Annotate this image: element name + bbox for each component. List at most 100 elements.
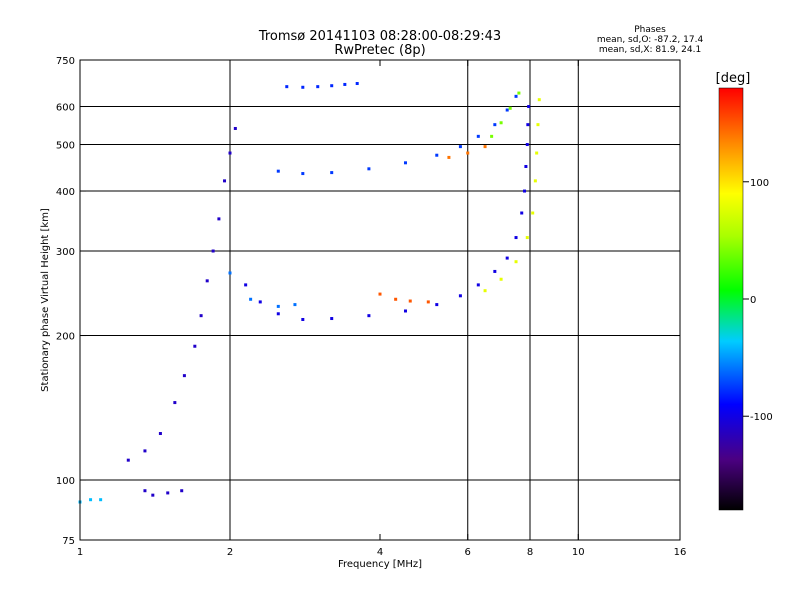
data-point: [523, 189, 527, 193]
data-point: [525, 236, 529, 240]
data-point: [99, 498, 103, 502]
chart-subtitle: RwPretec (8p): [334, 43, 425, 58]
colorbar-tick-label: 100: [750, 178, 769, 189]
data-point: [505, 256, 509, 260]
data-point: [483, 145, 487, 149]
data-point: [394, 297, 398, 301]
x-tick-label: 4: [377, 547, 383, 558]
data-point: [316, 85, 320, 89]
data-point: [249, 297, 253, 301]
data-point: [505, 108, 509, 112]
data-point: [514, 236, 518, 240]
x-axis-label: Frequency [MHz]: [338, 559, 422, 570]
data-point: [211, 249, 215, 253]
data-point: [514, 94, 518, 98]
data-point: [205, 279, 209, 283]
data-point: [258, 300, 262, 304]
data-point: [143, 449, 147, 453]
phases-title: Phases: [634, 25, 666, 35]
data-point: [458, 145, 462, 149]
colorbar-tick-label: -100: [750, 412, 773, 423]
data-point: [355, 82, 359, 86]
x-tick-label: 2: [227, 547, 233, 558]
data-point: [447, 155, 451, 159]
data-point: [330, 84, 334, 88]
data-point: [525, 143, 529, 147]
data-point: [158, 432, 162, 436]
phases-x-stats: mean, sd,X: 81.9, 24.1: [599, 45, 701, 55]
data-point: [301, 317, 305, 321]
x-axis: 1 2 4 6 8 10 16: [77, 60, 687, 558]
data-point: [223, 179, 227, 183]
y-axis: 75 100 200 300 400 500 600 750: [56, 56, 680, 547]
data-point: [199, 314, 203, 318]
y-tick-label: 600: [56, 103, 75, 114]
data-point: [527, 105, 531, 109]
data-point: [493, 269, 497, 273]
data-point: [514, 260, 518, 264]
data-point: [180, 489, 184, 493]
data-point: [276, 304, 280, 308]
data-point: [435, 153, 439, 157]
y-axis-label: Stationary phase Virtual Height [km]: [40, 208, 51, 392]
data-point: [524, 164, 528, 168]
data-point: [285, 85, 289, 89]
chart-title: Tromsø 20141103 08:28:00-08:29:43: [258, 29, 501, 44]
x-tick-label: 10: [572, 547, 585, 558]
data-point: [193, 344, 197, 348]
data-point: [526, 123, 530, 127]
data-point: [533, 179, 537, 183]
data-points: [78, 82, 541, 504]
data-point: [126, 458, 130, 462]
data-point: [343, 82, 347, 86]
data-point: [408, 299, 412, 303]
data-point: [89, 498, 93, 502]
colorbar-label: [deg]: [716, 71, 751, 86]
data-point: [535, 151, 539, 155]
data-point: [293, 303, 297, 307]
data-point: [493, 123, 497, 127]
data-point: [476, 134, 480, 138]
data-point: [244, 283, 248, 287]
data-point: [536, 123, 540, 127]
data-point: [517, 91, 521, 95]
data-point: [403, 161, 407, 165]
data-point: [228, 151, 232, 155]
x-tick-label: 8: [527, 547, 533, 558]
colorbar-ticks: 100 0 -100: [743, 178, 773, 423]
data-point: [483, 289, 487, 293]
data-point: [182, 374, 186, 378]
data-point: [143, 489, 147, 493]
data-point: [537, 98, 541, 102]
colorbar: [718, 87, 744, 511]
x-tick-label: 1: [77, 547, 83, 558]
y-tick-label: 200: [56, 332, 75, 343]
data-point: [166, 491, 170, 495]
colorbar-tick-label: 0: [750, 295, 756, 306]
data-point: [301, 172, 305, 176]
data-point: [228, 271, 232, 275]
data-point: [403, 309, 407, 313]
x-tick-label: 16: [674, 547, 687, 558]
data-point: [217, 217, 221, 221]
data-point: [508, 106, 512, 110]
data-point: [435, 303, 439, 307]
y-tick-label: 750: [56, 56, 75, 67]
data-point: [233, 126, 237, 130]
data-point: [367, 167, 371, 171]
data-point: [520, 211, 524, 215]
data-point: [367, 314, 371, 318]
data-point: [531, 211, 535, 215]
data-point: [490, 134, 494, 138]
plot-frame: [79, 59, 681, 541]
data-point: [276, 169, 280, 173]
grid-lines: [80, 60, 680, 540]
y-tick-label: 300: [56, 247, 75, 258]
y-tick-label: 500: [56, 141, 75, 152]
data-point: [499, 277, 503, 281]
data-point: [378, 292, 382, 296]
data-point: [476, 283, 480, 287]
y-tick-label: 400: [56, 187, 75, 198]
data-point: [173, 401, 177, 405]
